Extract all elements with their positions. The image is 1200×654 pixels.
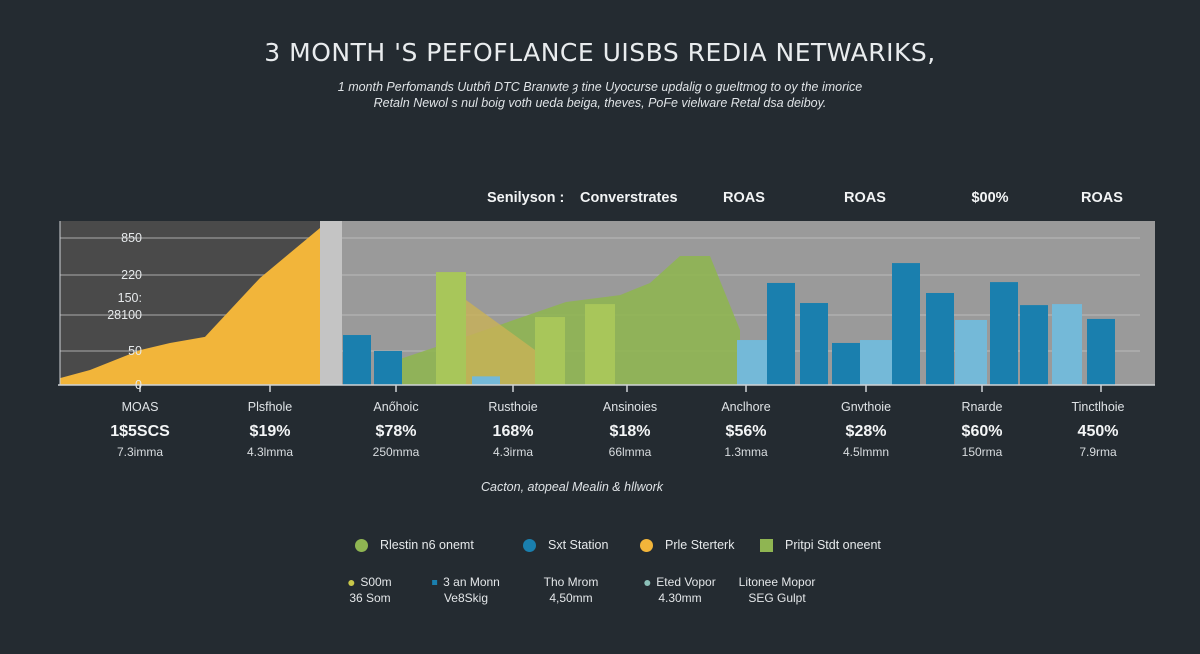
legend-circle-icon — [640, 538, 653, 552]
category-label: Gnvthoie — [840, 400, 892, 414]
light-blue-bar — [737, 340, 767, 385]
bottom-item-title: Tho Mrom — [543, 575, 599, 589]
bottom-item-value: 4,50mm — [549, 591, 593, 605]
y-tick-label: 0 — [135, 378, 142, 392]
y-tick-label: 220 — [121, 268, 142, 282]
legend-label: Sxt Station — [548, 538, 609, 552]
blue-bar — [892, 263, 920, 385]
legend-circle-icon — [523, 538, 536, 552]
category-value: $18% — [609, 423, 651, 440]
blue-bar — [343, 335, 371, 385]
bottom-item-title: S00m — [360, 575, 392, 589]
blue-bar — [800, 303, 828, 385]
header-label: $00% — [971, 190, 1009, 206]
light-green-bar — [585, 304, 615, 385]
bottom-item: 3 an Monn Ve8Skig — [432, 574, 500, 606]
chart-title: 3 MONTH 'S PEFOFLANCE UISBS REDIA NETWAR… — [264, 38, 936, 67]
category-subvalue: 4.5lmmn — [842, 445, 890, 459]
bottom-item: S00m 36 Som — [348, 574, 392, 606]
light-green-bar — [436, 272, 466, 385]
blue-bar — [374, 350, 402, 385]
category-label: Plsfhole — [247, 400, 293, 414]
header-label: ROAS — [844, 190, 886, 206]
header-label: ROAS — [723, 190, 765, 206]
yellow-overlay-area — [466, 300, 535, 385]
subtitle-line-2: Retaln Newol s nul boig voth ueda beiga,… — [373, 96, 827, 110]
y-tick-label: 28100 — [107, 308, 142, 322]
light-blue-bar — [955, 319, 987, 385]
category-label: Rnarde — [961, 400, 1003, 414]
category-value: 168% — [492, 423, 534, 440]
category-label: MOAS — [121, 400, 159, 414]
y-tick-label: 50 — [128, 344, 142, 358]
bottom-item: Eted Vopor 4.30mm — [644, 574, 716, 606]
light-green-bar — [535, 317, 565, 385]
category-subvalue: 4.3lmma — [246, 445, 294, 459]
legend-item[interactable]: Rlestin n6 onemt — [355, 538, 474, 552]
category-value: $60% — [961, 423, 1003, 440]
header-label: Senilyson : — [487, 190, 565, 206]
bottom-item-title: Litonee Mopor — [738, 575, 816, 589]
header-label: Converstrates — [580, 190, 678, 206]
category-value: 450% — [1077, 423, 1119, 440]
bottom-item-title: Eted Vopor — [656, 575, 716, 589]
light-blue-bar — [472, 376, 500, 385]
bottom-item-value: Ve8Skig — [443, 591, 489, 605]
category-label: Anőhoic — [373, 400, 419, 414]
category-label: Rusthoie — [488, 400, 538, 414]
bullet-icon — [644, 579, 651, 586]
legend-square-icon — [760, 538, 773, 552]
legend-label: Prle Sterterk — [665, 538, 735, 552]
category-subvalue: 66lmma — [608, 445, 652, 459]
blue-bar — [767, 282, 795, 385]
legend-item[interactable]: Pritpi Stdt oneent — [760, 538, 881, 552]
light-blue-bar — [1052, 304, 1082, 385]
category-value: $19% — [249, 423, 291, 440]
category-subvalue: 7.9rma — [1079, 445, 1117, 459]
light-blue-bar — [860, 340, 892, 385]
blue-bar — [1020, 305, 1048, 385]
bottom-item-value: SEG Gulpt — [748, 591, 806, 605]
category-subvalue: 4.3irma — [492, 445, 534, 459]
y-tick-label: 850 — [121, 231, 142, 245]
legend-label: Pritpi Stdt oneent — [785, 538, 881, 552]
category-subvalue: 250mma — [372, 445, 420, 459]
legend-item[interactable]: Sxt Station — [523, 538, 608, 552]
category-value: 1$5SCS — [110, 423, 170, 440]
subtitle-line-1: 1 month Perfomands Uutbñ DTC Branwte ȝ t… — [337, 80, 863, 94]
legend-item[interactable]: Prle Sterterk — [640, 538, 734, 552]
category-value: $28% — [845, 423, 887, 440]
category-value: $78% — [375, 423, 417, 440]
bullet-icon — [432, 580, 438, 586]
yellow-area — [60, 227, 320, 385]
blue-bar — [990, 282, 1018, 385]
bottom-item: Tho Mrom 4,50mm — [544, 574, 599, 606]
bottom-item-value: 4.30mm — [658, 591, 702, 605]
header-label: ROAS — [1081, 190, 1123, 206]
bottom-item-value: 36 Som — [349, 591, 391, 605]
category-subvalue: 150rma — [961, 445, 1003, 459]
category-subvalue: 1.3mma — [724, 445, 768, 459]
bottom-item: Litonee Mopor SEG Gulpt — [739, 574, 816, 606]
blue-bar — [926, 292, 954, 385]
blue-bar — [1087, 318, 1115, 385]
bullet-icon — [348, 579, 355, 586]
bottom-item-title: 3 an Monn — [443, 575, 500, 589]
plot-divider — [320, 221, 342, 385]
category-label: Tinctlhoie — [1071, 400, 1125, 414]
blue-bar — [832, 342, 860, 385]
chart-caption: Cacton, atopeal Mealin & hllwork — [480, 480, 664, 494]
category-label: Ansinoies — [602, 400, 658, 414]
legend-label: Rlestin n6 onemt — [380, 538, 474, 552]
category-subvalue: 7.3imma — [116, 445, 164, 459]
legend-circle-icon — [355, 538, 368, 552]
category-value: $56% — [725, 423, 767, 440]
category-label: Anclhore — [721, 400, 771, 414]
y-tick-label: 150: — [117, 291, 142, 305]
